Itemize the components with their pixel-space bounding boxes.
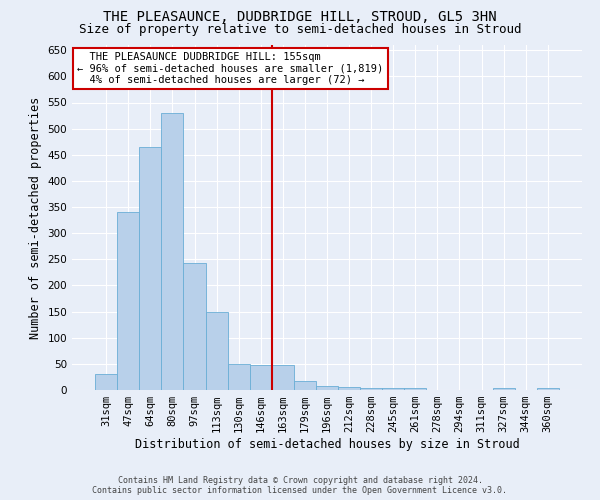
Bar [360, 388, 382, 390]
Bar [161, 113, 184, 390]
Text: THE PLEASAUNCE DUDBRIDGE HILL: 155sqm  
← 96% of semi-detached houses are smalle: THE PLEASAUNCE DUDBRIDGE HILL: 155sqm ← … [77, 52, 383, 85]
Text: THE PLEASAUNCE, DUDBRIDGE HILL, STROUD, GL5 3HN: THE PLEASAUNCE, DUDBRIDGE HILL, STROUD, … [103, 10, 497, 24]
Bar [184, 263, 206, 390]
Bar [404, 388, 427, 390]
Bar [250, 366, 272, 390]
Bar [95, 374, 117, 390]
Bar [316, 386, 338, 390]
Y-axis label: Number of semi-detached properties: Number of semi-detached properties [29, 96, 42, 338]
Bar [294, 380, 316, 390]
X-axis label: Distribution of semi-detached houses by size in Stroud: Distribution of semi-detached houses by … [134, 438, 520, 451]
Text: Size of property relative to semi-detached houses in Stroud: Size of property relative to semi-detach… [79, 22, 521, 36]
Bar [537, 388, 559, 390]
Bar [272, 366, 294, 390]
Bar [227, 364, 250, 390]
Bar [493, 388, 515, 390]
Bar [382, 388, 404, 390]
Bar [206, 312, 227, 390]
Bar [139, 147, 161, 390]
Bar [117, 212, 139, 390]
Bar [338, 388, 360, 390]
Text: Contains HM Land Registry data © Crown copyright and database right 2024.
Contai: Contains HM Land Registry data © Crown c… [92, 476, 508, 495]
